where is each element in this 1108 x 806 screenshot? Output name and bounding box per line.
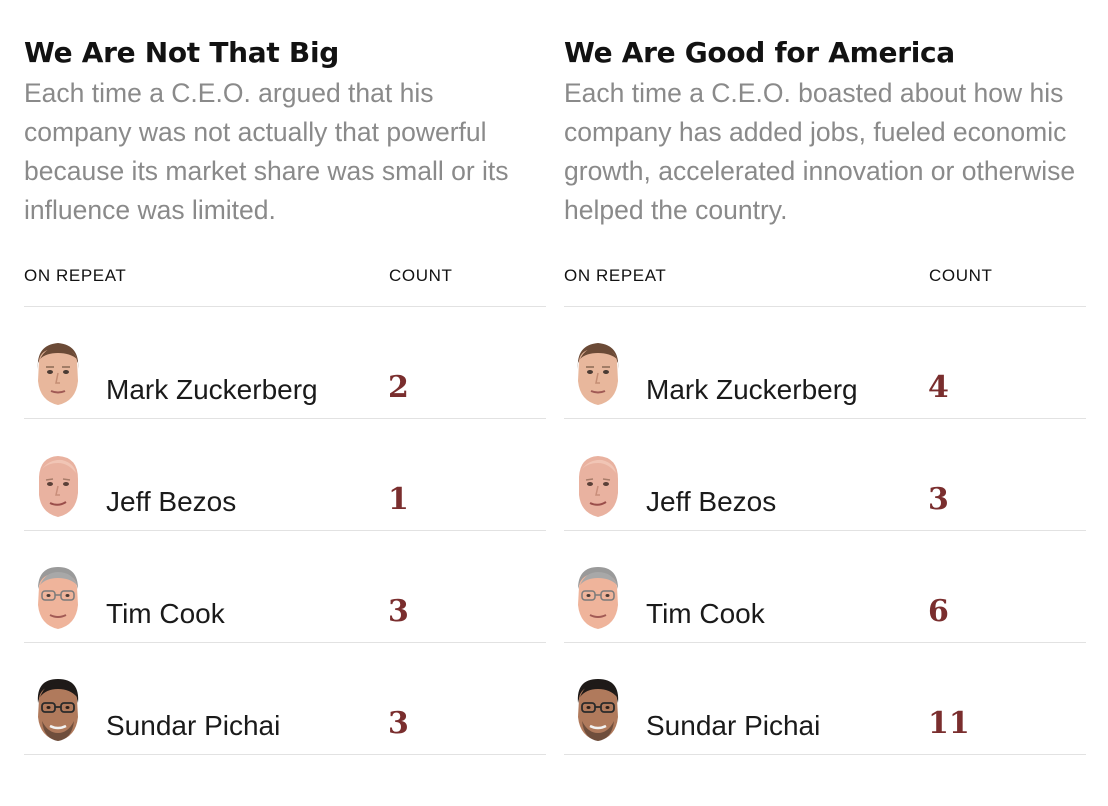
ceo-name: Mark Zuckerberg — [106, 374, 318, 405]
mark-zuckerberg-avatar — [32, 339, 84, 407]
sundar-pichai-avatar — [572, 675, 624, 743]
table-row: Sundar Pichai 3 — [24, 643, 546, 755]
table-row: Sundar Pichai 11 — [564, 643, 1086, 755]
table-row: Mark Zuckerberg 2 — [24, 307, 546, 419]
panel-not-that-big: We Are Not That Big Each time a C.E.O. a… — [24, 34, 546, 755]
table-row: Tim Cook 3 — [24, 531, 546, 643]
column-header-count: COUNT — [929, 266, 993, 285]
tim-cook-avatar — [32, 563, 84, 631]
table-header: ON REPEAT COUNT — [564, 262, 1086, 307]
ceo-name: Mark Zuckerberg — [646, 374, 858, 405]
ceo-name: Tim Cook — [646, 598, 765, 629]
ceo-table: ON REPEAT COUNT Mark Zuckerberg 2 Jeff B… — [24, 262, 546, 755]
column-header-on-repeat: ON REPEAT — [24, 266, 127, 285]
panel-title: We Are Not That Big — [24, 36, 339, 69]
count-value: 2 — [388, 370, 409, 405]
column-header-on-repeat: ON REPEAT — [564, 266, 667, 285]
ceo-table: ON REPEAT COUNT Mark Zuckerberg 4 Jeff B… — [564, 262, 1086, 755]
table-row: Jeff Bezos 3 — [564, 419, 1086, 531]
ceo-name: Sundar Pichai — [646, 710, 821, 741]
jeff-bezos-avatar — [32, 451, 84, 519]
mark-zuckerberg-avatar — [572, 339, 624, 407]
panel-description: Each time a C.E.O. boasted about how his… — [564, 78, 1076, 225]
ceo-name: Sundar Pichai — [106, 710, 281, 741]
sundar-pichai-avatar — [32, 675, 84, 743]
panel-good-for-america: We Are Good for America Each time a C.E.… — [564, 34, 1086, 755]
table-row: Mark Zuckerberg 4 — [564, 307, 1086, 419]
ceo-name: Jeff Bezos — [106, 486, 237, 517]
table-row: Tim Cook 6 — [564, 531, 1086, 643]
count-value: 1 — [388, 482, 409, 517]
table-header: ON REPEAT COUNT — [24, 262, 546, 307]
ceo-name: Tim Cook — [106, 598, 225, 629]
ceo-name: Jeff Bezos — [646, 486, 777, 517]
tim-cook-avatar — [572, 563, 624, 631]
count-value: 3 — [928, 482, 949, 517]
count-value: 4 — [928, 370, 949, 405]
count-value: 6 — [928, 594, 949, 629]
column-header-count: COUNT — [389, 266, 453, 285]
count-value: 3 — [388, 594, 409, 629]
count-value: 11 — [928, 706, 970, 741]
jeff-bezos-avatar — [572, 451, 624, 519]
table-row: Jeff Bezos 1 — [24, 419, 546, 531]
panel-title: We Are Good for America — [564, 36, 955, 69]
count-value: 3 — [388, 706, 409, 741]
panel-description: Each time a C.E.O. argued that his compa… — [24, 78, 509, 225]
